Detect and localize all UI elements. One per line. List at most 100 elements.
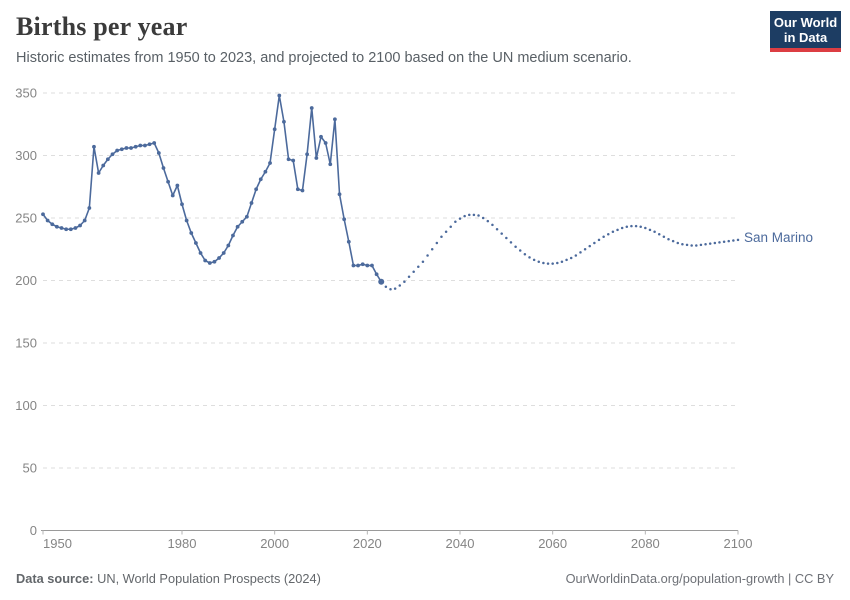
projection-dot[interactable] xyxy=(472,213,476,217)
data-point-marker[interactable] xyxy=(55,224,59,229)
projection-dot[interactable] xyxy=(681,243,684,246)
data-point-marker[interactable] xyxy=(305,152,309,157)
projection-dot[interactable] xyxy=(542,261,545,265)
data-point-marker[interactable] xyxy=(244,214,249,219)
projection-dot[interactable] xyxy=(412,270,415,274)
projection-dot[interactable] xyxy=(657,233,661,236)
projection-dot[interactable] xyxy=(569,256,573,260)
projection-dot[interactable] xyxy=(653,230,656,234)
data-point-marker[interactable] xyxy=(226,243,231,248)
data-point-marker[interactable] xyxy=(161,166,166,170)
projection-dot[interactable] xyxy=(417,265,420,269)
data-point-marker[interactable] xyxy=(50,222,55,227)
projection-dot[interactable] xyxy=(671,239,675,243)
projection-dot[interactable] xyxy=(565,258,568,262)
owid-logo[interactable]: Our World in Data xyxy=(770,11,841,52)
projection-dot[interactable] xyxy=(500,232,503,235)
projection-dot[interactable] xyxy=(704,243,707,246)
projection-dot[interactable] xyxy=(732,239,735,242)
data-point-marker[interactable] xyxy=(138,143,143,148)
projection-dot[interactable] xyxy=(486,219,490,223)
data-point-marker[interactable] xyxy=(68,227,73,232)
projection-dot[interactable] xyxy=(634,224,638,228)
data-point-marker[interactable] xyxy=(217,256,221,260)
projection-dot[interactable] xyxy=(639,225,642,229)
data-point-marker[interactable] xyxy=(101,163,106,168)
data-point-marker[interactable] xyxy=(268,161,272,165)
data-point-marker[interactable] xyxy=(133,144,138,149)
projection-dot[interactable] xyxy=(718,241,721,244)
projection-dot[interactable] xyxy=(523,253,527,256)
projection-dot[interactable] xyxy=(532,258,536,262)
data-point-marker[interactable] xyxy=(184,218,189,223)
projection-dot[interactable] xyxy=(407,275,411,279)
projection-dot[interactable] xyxy=(713,241,717,245)
data-point-marker[interactable] xyxy=(370,263,374,268)
data-point-marker[interactable] xyxy=(282,119,286,124)
data-point-marker[interactable] xyxy=(231,233,235,238)
projection-dot[interactable] xyxy=(468,213,471,217)
projection-dot[interactable] xyxy=(620,226,624,230)
projection-dot[interactable] xyxy=(528,256,531,259)
projection-dot[interactable] xyxy=(454,220,457,224)
data-point-marker[interactable] xyxy=(337,192,342,197)
projection-dot[interactable] xyxy=(449,225,452,229)
projection-dot[interactable] xyxy=(440,235,443,239)
data-point-marker[interactable] xyxy=(365,263,370,268)
projection-dot[interactable] xyxy=(625,225,629,229)
projection-dot[interactable] xyxy=(593,241,596,245)
projection-dot[interactable] xyxy=(444,230,448,234)
projection-dot[interactable] xyxy=(518,249,522,252)
data-point-marker[interactable] xyxy=(207,261,212,265)
data-point-marker[interactable] xyxy=(147,142,152,147)
projection-dot[interactable] xyxy=(695,244,698,247)
projection-dot[interactable] xyxy=(602,235,605,239)
projection-dot[interactable] xyxy=(644,226,647,230)
data-point-marker[interactable] xyxy=(170,193,175,198)
data-point-marker[interactable] xyxy=(333,117,337,122)
projection-dot[interactable] xyxy=(463,214,466,218)
series-label-san-marino[interactable]: San Marino xyxy=(744,230,814,245)
data-point-marker[interactable] xyxy=(64,227,69,232)
data-point-marker[interactable] xyxy=(328,162,333,167)
projection-dot[interactable] xyxy=(583,248,587,251)
projection-dot[interactable] xyxy=(398,284,402,287)
data-point-marker[interactable] xyxy=(115,148,120,153)
data-point-marker[interactable] xyxy=(73,226,78,230)
projection-dot[interactable] xyxy=(676,241,680,245)
projection-dot[interactable] xyxy=(546,262,550,265)
data-point-marker[interactable] xyxy=(378,278,385,285)
data-point-marker[interactable] xyxy=(166,179,171,184)
projection-dot[interactable] xyxy=(384,285,388,289)
data-point-marker[interactable] xyxy=(309,106,314,110)
projection-dot[interactable] xyxy=(662,235,666,239)
projection-dot[interactable] xyxy=(648,228,652,232)
credit-link[interactable]: OurWorldinData.org/population-growth | C… xyxy=(565,571,834,586)
projection-dot[interactable] xyxy=(579,251,582,254)
data-point-marker[interactable] xyxy=(356,263,360,268)
data-point-marker[interactable] xyxy=(45,218,50,223)
data-point-marker[interactable] xyxy=(263,169,268,174)
data-point-marker[interactable] xyxy=(41,212,45,217)
projection-dot[interactable] xyxy=(430,248,434,251)
data-point-marker[interactable] xyxy=(360,262,365,267)
data-point-marker[interactable] xyxy=(156,151,161,155)
data-point-marker[interactable] xyxy=(59,226,64,230)
projection-dot[interactable] xyxy=(597,238,601,242)
projection-dot[interactable] xyxy=(736,238,740,242)
data-point-marker[interactable] xyxy=(212,259,217,264)
data-point-marker[interactable] xyxy=(319,134,323,139)
projection-dot[interactable] xyxy=(699,243,703,247)
data-point-marker[interactable] xyxy=(175,183,180,188)
data-point-marker[interactable] xyxy=(96,171,101,175)
projection-dot[interactable] xyxy=(727,239,730,243)
data-point-marker[interactable] xyxy=(143,143,147,148)
projection-dot[interactable] xyxy=(722,240,726,244)
projection-dot[interactable] xyxy=(616,228,619,232)
projection-dot[interactable] xyxy=(435,241,439,245)
data-point-marker[interactable] xyxy=(203,258,208,263)
data-point-marker[interactable] xyxy=(240,219,245,224)
data-point-marker[interactable] xyxy=(92,144,96,149)
projection-dot[interactable] xyxy=(607,233,610,236)
